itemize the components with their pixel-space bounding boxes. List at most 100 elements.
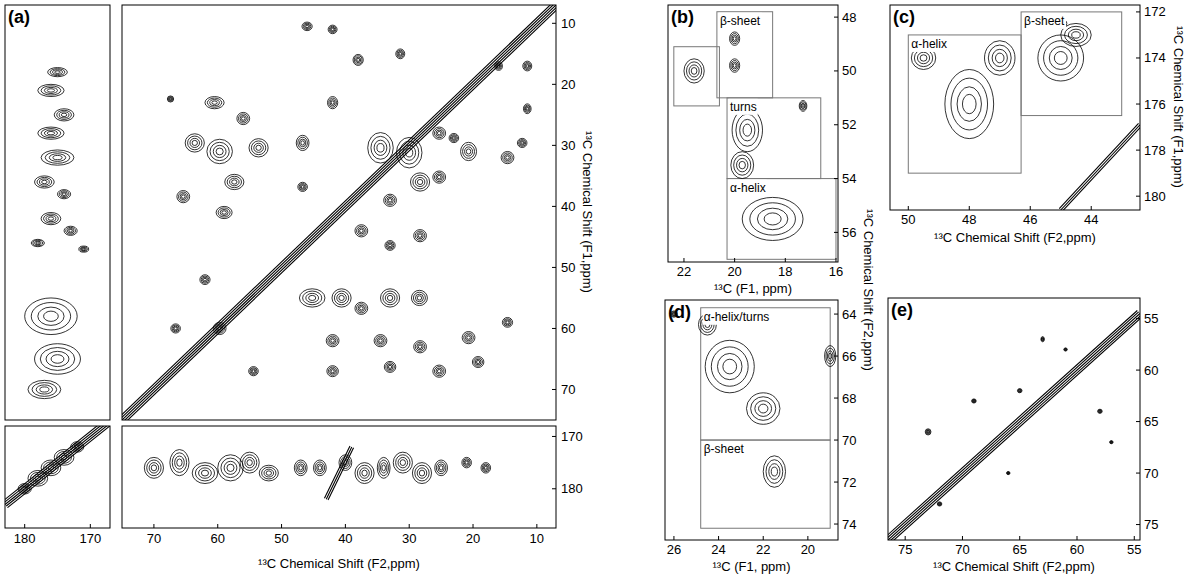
contour [1008,472,1009,473]
contour [178,192,188,201]
contour [213,145,226,157]
contour [1111,441,1113,443]
contour [177,191,190,203]
diagonal-line [889,315,1140,540]
y-tick-label: 74 [842,517,856,532]
contour [415,231,425,240]
contour [382,465,386,471]
contour [299,183,306,190]
contour [387,364,393,369]
contour [380,463,386,473]
contour [249,367,259,376]
contour [227,464,234,471]
contour [299,289,325,307]
contour [192,140,197,145]
y-tick [552,436,556,437]
x-axis-title: ¹³C Chemical Shift (F2,ppm) [933,559,1095,574]
plot-area [5,426,110,508]
contour [750,203,796,235]
panel: β-sheetturnsα-helix222018164850525456¹³C… [668,5,876,371]
contour [64,226,77,235]
x-tick [969,206,970,210]
contour [1054,52,1067,65]
contour [341,457,351,469]
y-tick [834,440,838,441]
contour [937,502,942,506]
contour [1110,441,1113,443]
y-tick [1136,11,1140,12]
y-tick-label: 70 [842,433,856,448]
contour [216,206,232,218]
x-tick [1030,206,1031,210]
contour [218,455,244,481]
contour [172,325,179,332]
y-tick [552,328,556,329]
contour [376,336,386,345]
contour [28,470,48,486]
contour [18,484,31,494]
contour [57,452,72,464]
contour [920,55,927,61]
panel: α-helixβ-sheet50484644172174176178180¹³C… [890,4,1186,245]
contour [296,462,306,474]
contour [188,136,202,150]
contour [743,124,752,136]
contour [419,470,424,476]
contour [48,217,54,220]
contour [705,340,754,392]
y-tick-label: 176 [1144,97,1166,112]
panel-letter: (e) [891,300,913,320]
contour [317,464,323,472]
plot-area [144,446,490,500]
x-tick [536,524,537,528]
contour [985,41,1015,76]
contour [330,100,335,106]
contour [1098,410,1101,413]
contour [205,97,224,109]
contour [251,369,256,374]
contour [331,370,334,373]
contour [354,56,362,64]
y-tick-label: 65 [1144,414,1158,429]
contour [414,230,427,242]
y-axis-title: ¹³C Chemical Shift (F1,ppm) [1171,26,1186,188]
panel: 10203040506070¹³C Chemical Shift (F1,ppm… [8,2,595,423]
contour [329,26,336,32]
label-patch [719,13,762,29]
contour [294,460,307,476]
y-axis-title: ¹³C Chemical Shift (F1,ppm) [580,131,595,293]
contour [377,144,384,153]
contour [247,460,252,466]
y-tick [552,23,556,24]
contour [38,84,64,96]
contour [461,142,477,160]
contour [168,97,173,102]
contour [67,229,74,234]
plot-area [908,12,1140,210]
panel: α-helix/turnsβ-sheet26242220646668707274… [665,300,856,574]
y-tick-label: 70 [561,382,575,397]
y-tick-label: 170 [561,429,583,444]
contour [218,327,222,330]
contour [309,295,316,300]
contour [74,444,81,449]
contour [1019,390,1021,392]
contour [415,465,429,481]
contour [79,246,89,252]
contour [484,466,487,469]
contour [221,458,240,478]
x-tick-label: 180 [14,531,36,546]
contour [329,98,337,107]
contour [204,278,207,281]
y-tick [834,178,838,179]
contour [439,466,443,470]
contour [482,464,489,472]
x-tick [345,524,346,528]
x-tick-label: 24 [711,542,725,557]
region-label: α-helix [911,37,947,51]
contour [44,462,59,474]
contour [523,61,532,71]
contour [398,457,408,467]
diagonal-line [122,5,556,420]
contour [360,307,364,310]
